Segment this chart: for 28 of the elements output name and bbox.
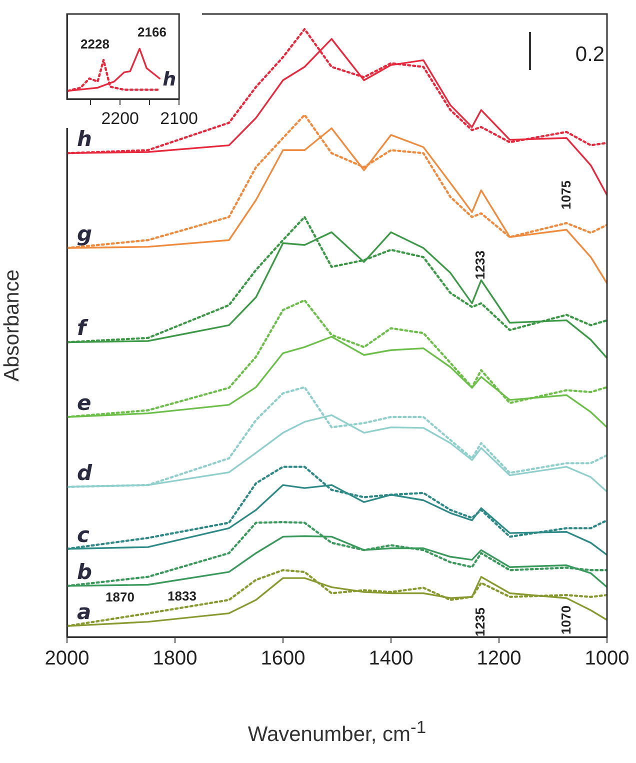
annotation: 1233 <box>472 250 488 280</box>
x-tick-label: 2200 <box>101 108 140 128</box>
series-label: h <box>77 127 92 152</box>
series-label: a <box>77 600 92 624</box>
annotation: 1833 <box>168 588 196 604</box>
series-label: e <box>77 390 92 415</box>
annotation: 1870 <box>106 590 134 605</box>
series-label: d <box>77 460 93 485</box>
annotation: 2166 <box>138 24 166 40</box>
series-label: b <box>77 560 92 584</box>
series-label: h <box>162 68 176 90</box>
annotation: 2228 <box>80 36 110 52</box>
annotation: 1075 <box>558 180 574 210</box>
x-axis-title: Wavenumber, cm$^{-1}$ <box>246 717 428 747</box>
x-tick-label: 1200 <box>476 648 522 670</box>
x-tick-label: 1400 <box>368 648 414 670</box>
series-label: f <box>77 316 89 340</box>
series-label: g <box>77 222 92 246</box>
y-axis-title: Absorbance <box>0 269 24 382</box>
x-tick-label: 1000 <box>584 648 630 670</box>
x-tick-label: 1800 <box>152 648 198 670</box>
x-tick-label: 2000 <box>44 648 90 670</box>
annotation: 1235 <box>472 608 488 636</box>
annotation: 1070 <box>558 606 574 634</box>
series-label: c <box>77 522 90 547</box>
x-tick-label: 2100 <box>160 108 198 128</box>
x-tick-label: 1600 <box>260 648 306 670</box>
annotation: 0.2 <box>575 42 605 66</box>
